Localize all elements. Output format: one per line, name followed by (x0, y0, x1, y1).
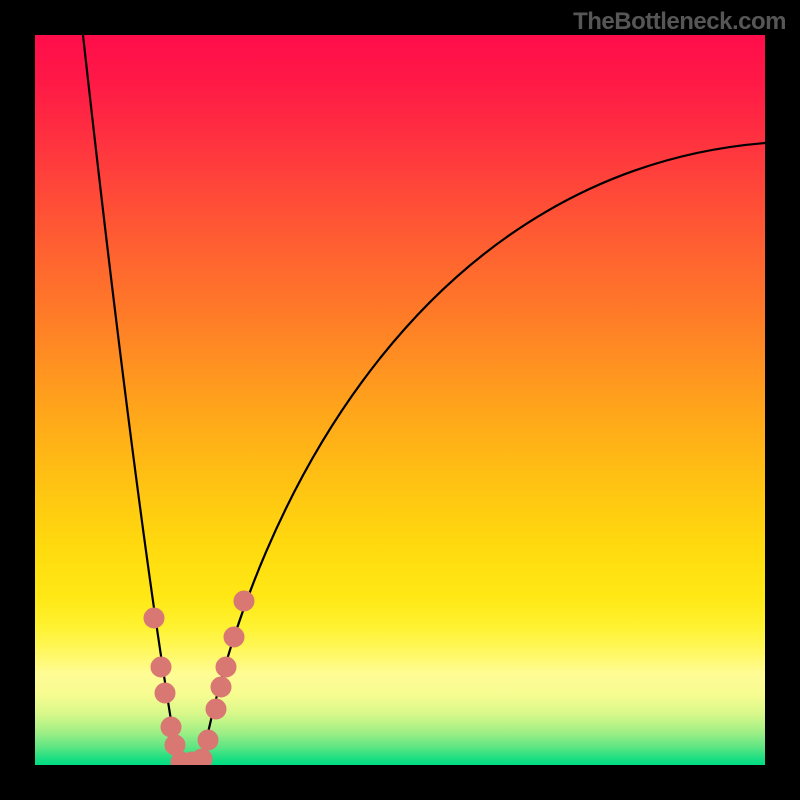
data-marker (234, 591, 254, 611)
data-marker (144, 608, 164, 628)
markers-group (144, 591, 254, 765)
data-marker (192, 749, 212, 765)
data-marker (216, 657, 236, 677)
curve-overlay (35, 35, 765, 765)
data-marker (151, 657, 171, 677)
v-curve-path (83, 35, 765, 762)
data-marker (161, 717, 181, 737)
data-marker (211, 677, 231, 697)
data-marker (206, 699, 226, 719)
data-marker (224, 627, 244, 647)
data-marker (198, 730, 218, 750)
data-marker (155, 683, 175, 703)
chart-container: TheBottleneck.com (0, 0, 800, 800)
watermark-text: TheBottleneck.com (573, 8, 786, 36)
plot-area (35, 35, 765, 765)
